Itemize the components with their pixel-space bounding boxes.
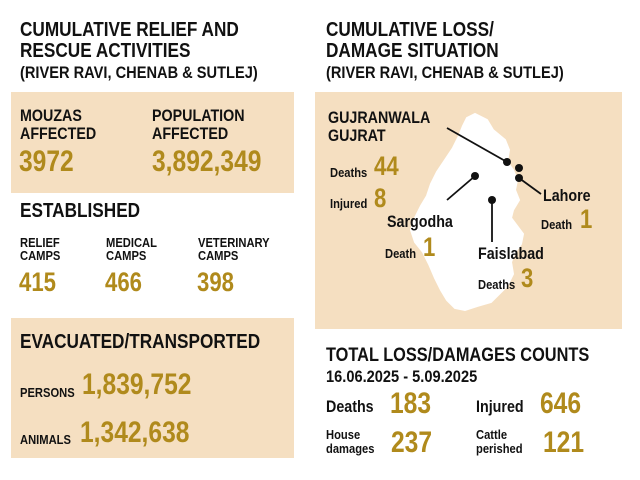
relief-camps-label-1: RELIEF (20, 235, 60, 250)
house-damages-label-1: House (326, 427, 361, 442)
gujranwala-deaths-label: Deaths (330, 165, 368, 180)
veterinary-camps-label-2: CAMPS (198, 248, 239, 263)
evacuated-title: EVACUATED/TRANSPORTED (20, 331, 261, 353)
faislabad-label: Faislabad (478, 244, 544, 263)
house-damages-value: 237 (391, 426, 433, 459)
relief-camps-label-2: CAMPS (20, 248, 61, 263)
veterinary-camps-value: 398 (197, 267, 234, 297)
gujrat-dot (515, 164, 523, 172)
mouzas-label-1: MOUZAS (20, 106, 82, 125)
sargodha-death-value: 1 (423, 232, 436, 262)
gujranwala-label: GUJRANWALA (328, 108, 431, 127)
gujranwala-dot (503, 158, 511, 166)
totals-date-range: 16.06.2025 - 5.09.2025 (326, 367, 478, 386)
faislabad-deaths-value: 3 (521, 263, 534, 293)
gujranwala-leader-line (446, 127, 508, 163)
total-deaths-label: Deaths (326, 397, 374, 416)
total-injured-value: 646 (540, 387, 582, 420)
loss-title-line1: CUMULATIVE LOSS/ (326, 19, 494, 41)
gujranwala-injured-value: 8 (374, 183, 387, 213)
lahore-leader-line (518, 177, 542, 195)
relief-camps-value: 415 (19, 267, 56, 297)
relief-title-line1: CUMULATIVE RELIEF AND (20, 19, 239, 41)
population-label-1: POPULATION (152, 106, 245, 125)
animals-label: ANIMALS (20, 432, 71, 447)
persons-label: PERSONS (20, 385, 75, 400)
evacuated-panel (11, 318, 294, 458)
cattle-perished-label-1: Cattle (476, 427, 508, 442)
cattle-perished-label-2: perished (476, 441, 523, 456)
cattle-perished-value: 121 (543, 426, 585, 459)
medical-camps-value: 466 (105, 267, 142, 297)
established-title: ESTABLISHED (20, 200, 141, 222)
medical-camps-label-2: CAMPS (106, 248, 147, 263)
total-deaths-value: 183 (390, 387, 432, 420)
animals-value: 1,342,638 (80, 416, 190, 449)
loss-subtitle: (RIVER RAVI, CHENAB & SUTLEJ) (326, 63, 564, 82)
sargodha-leader-line (446, 175, 476, 201)
affected-panel (11, 92, 294, 193)
gujrat-label: GUJRAT (328, 126, 386, 145)
total-injured-label: Injured (476, 397, 524, 416)
totals-title: TOTAL LOSS/DAMAGES COUNTS (326, 345, 590, 366)
sargodha-death-label: Death (385, 246, 417, 261)
punjab-outline (409, 112, 525, 312)
mouzas-value: 3972 (19, 145, 74, 178)
faislabad-deaths-label: Deaths (478, 277, 516, 292)
relief-title-line2: RESCUE ACTIVITIES (20, 40, 191, 62)
medical-camps-label-1: MEDICAL (106, 235, 157, 250)
gujranwala-injured-label: Injured (330, 196, 368, 211)
mouzas-label-2: AFFECTED (20, 124, 97, 143)
population-label-2: AFFECTED (152, 124, 229, 143)
loss-title-line2: DAMAGE SITUATION (326, 40, 499, 62)
lahore-death-label: Death (541, 217, 573, 232)
persons-value: 1,839,752 (82, 368, 192, 401)
house-damages-label-2: damages (326, 441, 375, 456)
punjab-map (409, 112, 542, 312)
lahore-death-value: 1 (580, 204, 593, 234)
sargodha-label: Sargodha (387, 212, 453, 231)
lahore-label: Lahore (543, 186, 591, 205)
veterinary-camps-label-1: VETERINARY (198, 235, 270, 250)
gujranwala-deaths-value: 44 (374, 151, 399, 181)
population-value: 3,892,349 (152, 145, 262, 178)
relief-subtitle: (RIVER RAVI, CHENAB & SUTLEJ) (20, 63, 258, 82)
